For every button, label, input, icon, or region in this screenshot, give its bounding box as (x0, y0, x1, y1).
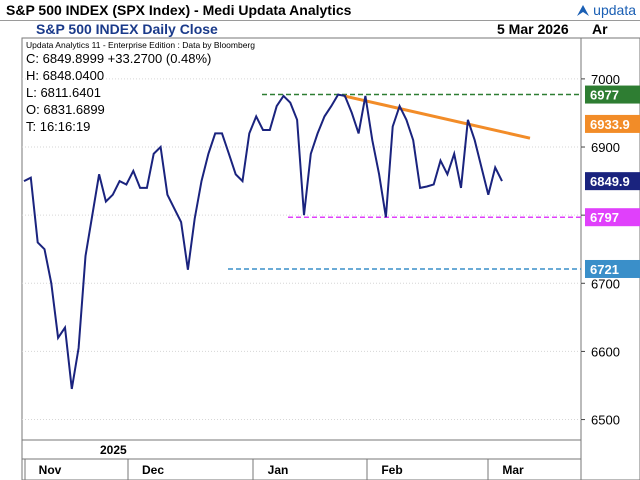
grid-lines (22, 78, 581, 421)
level-label-6933.9: 6933.9 (590, 117, 630, 132)
y-tick-label-7000: 7000 (591, 72, 620, 87)
window-title: S&P 500 INDEX (SPX Index) - Medi Updata … (6, 2, 352, 18)
level-label-6849.9: 6849.9 (590, 174, 630, 189)
x-tick-label-Feb: Feb (381, 463, 402, 477)
brand-name: updata (593, 2, 636, 18)
level-label-6721: 6721 (590, 262, 619, 277)
level-label-6797: 6797 (590, 210, 619, 225)
logo-arrow-icon (577, 5, 590, 16)
info-edition: Updata Analytics 11 - Enterprise Edition… (26, 40, 255, 50)
info-open: O: 6831.6899 (26, 102, 105, 117)
window-title-bar: S&P 500 INDEX (SPX Index) - Medi Updata … (0, 0, 640, 21)
x-tick-label-Jan: Jan (268, 463, 289, 477)
level-badge-6977 (585, 85, 640, 104)
y-tick-label-6700: 6700 (591, 276, 620, 291)
info-close: C: 6849.8999 +33.2700 (0.48%) (26, 51, 211, 66)
x-tick-label-Mar: Mar (502, 463, 524, 477)
y-tick-label-6600: 6600 (591, 344, 620, 359)
level-badge-6849.9 (585, 172, 640, 191)
level-badge-6797 (585, 208, 640, 227)
info-low: L: 6811.6401 (26, 85, 101, 100)
x-tick-label-Dec: Dec (142, 463, 164, 477)
info-time: T: 16:16:19 (26, 119, 90, 134)
level-label-6977: 6977 (590, 88, 619, 103)
chart-date: 5 Mar 2026 (497, 21, 569, 37)
year-label: 2025 (100, 443, 127, 457)
level-badge-6721 (585, 259, 640, 278)
plot-area (21, 37, 582, 441)
axis-tab[interactable]: Ar (592, 21, 608, 37)
updata-logo: updata (576, 2, 636, 18)
y-tick-label-6900: 6900 (591, 140, 620, 155)
y-tick-label-6500: 6500 (591, 413, 620, 428)
x-axis-ticks: Nov Dec Jan Feb Mar (24, 459, 524, 480)
descending-trendline (343, 94, 531, 140)
level-badge-6933.9 (585, 114, 640, 133)
level-labels: 6977 6933.9 6849.9 6797 6721 (585, 85, 640, 278)
x-tick-label-Nov: Nov (39, 463, 62, 477)
price-series-line (23, 93, 503, 390)
info-high: H: 6848.0400 (26, 68, 104, 83)
chart-title: S&P 500 INDEX Daily Close (36, 21, 218, 37)
y-axis-panel (580, 37, 640, 480)
